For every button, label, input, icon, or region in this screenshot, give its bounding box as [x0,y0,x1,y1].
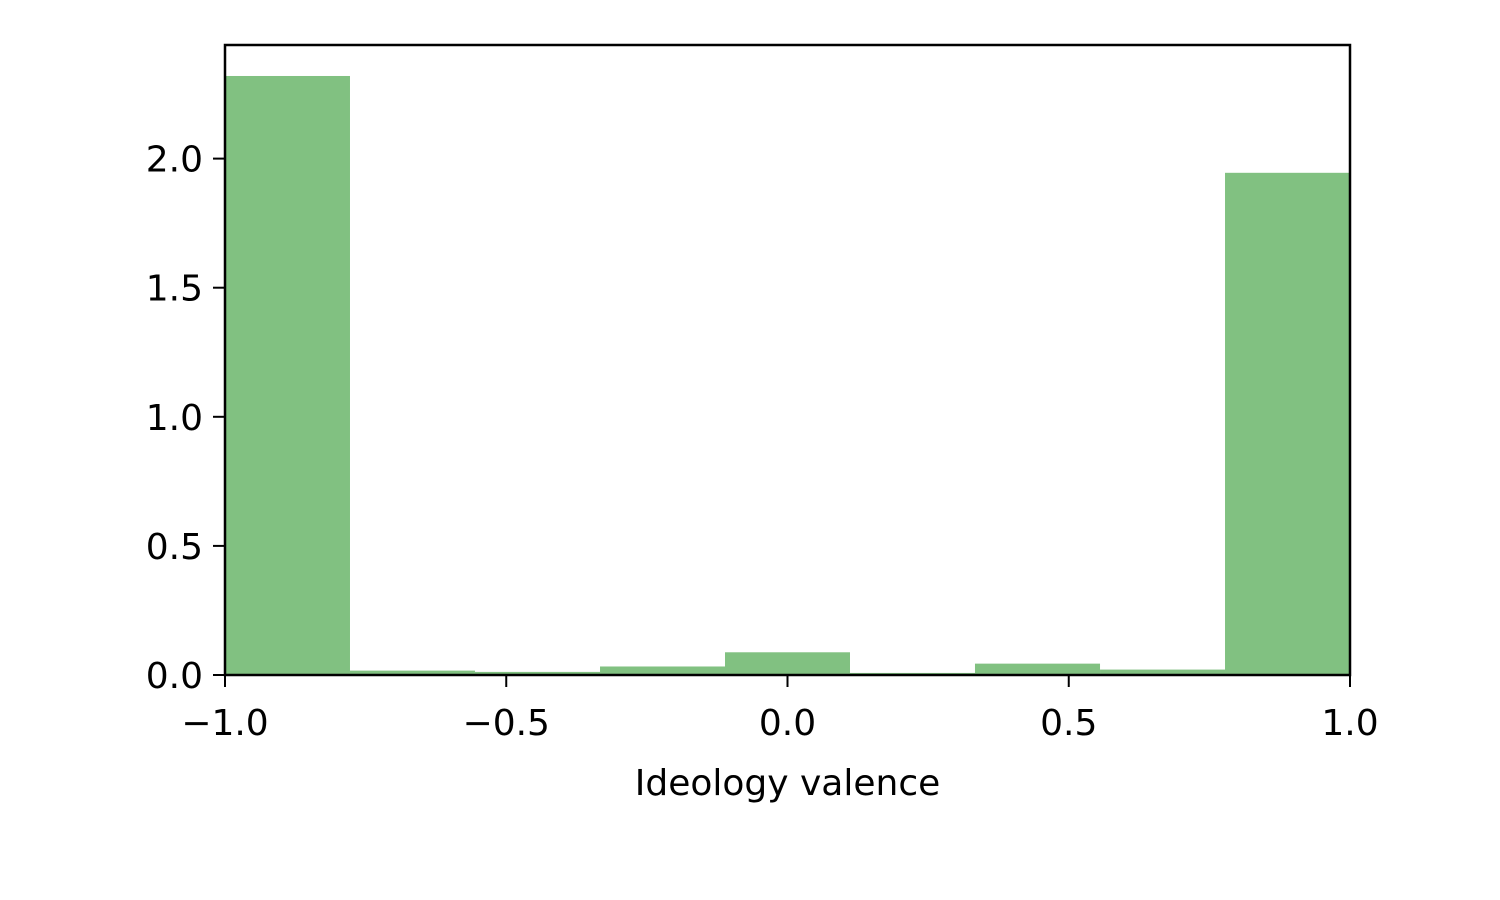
y-tick-label: 0.5 [146,527,203,568]
histogram-bar-1 [225,75,350,676]
histogram-bar-3 [474,671,601,675]
x-tick-label: 1.0 [1321,703,1378,744]
y-tick-label: 1.0 [146,398,203,439]
histogram-bar-8 [1100,669,1226,675]
histogram-bar-4 [600,666,726,675]
y-axis-ticks: 0.0 0.5 1.0 1.5 2.0 [146,140,225,697]
x-axis-label: Ideology valence [635,763,941,804]
histogram-bar-5 [725,652,850,675]
x-tick-label: 0.5 [1040,703,1097,744]
bars-group [225,75,1350,676]
x-tick-label: 0.0 [759,703,816,744]
histogram-bar-9 [1225,172,1350,675]
y-tick-label: 0.0 [146,656,203,697]
y-tick-label: 2.0 [146,140,203,181]
x-tick-label: −1.0 [181,703,268,744]
plot-frame [223,43,1352,677]
y-tick-label: 1.5 [146,269,203,310]
x-axis-ticks: −1.0 −0.5 0.0 0.5 1.0 [181,675,1379,744]
x-tick-label: −0.5 [463,703,550,744]
histogram-bar-7 [974,663,1101,675]
plot-area [225,45,1350,675]
histogram-bar-2 [349,670,475,675]
